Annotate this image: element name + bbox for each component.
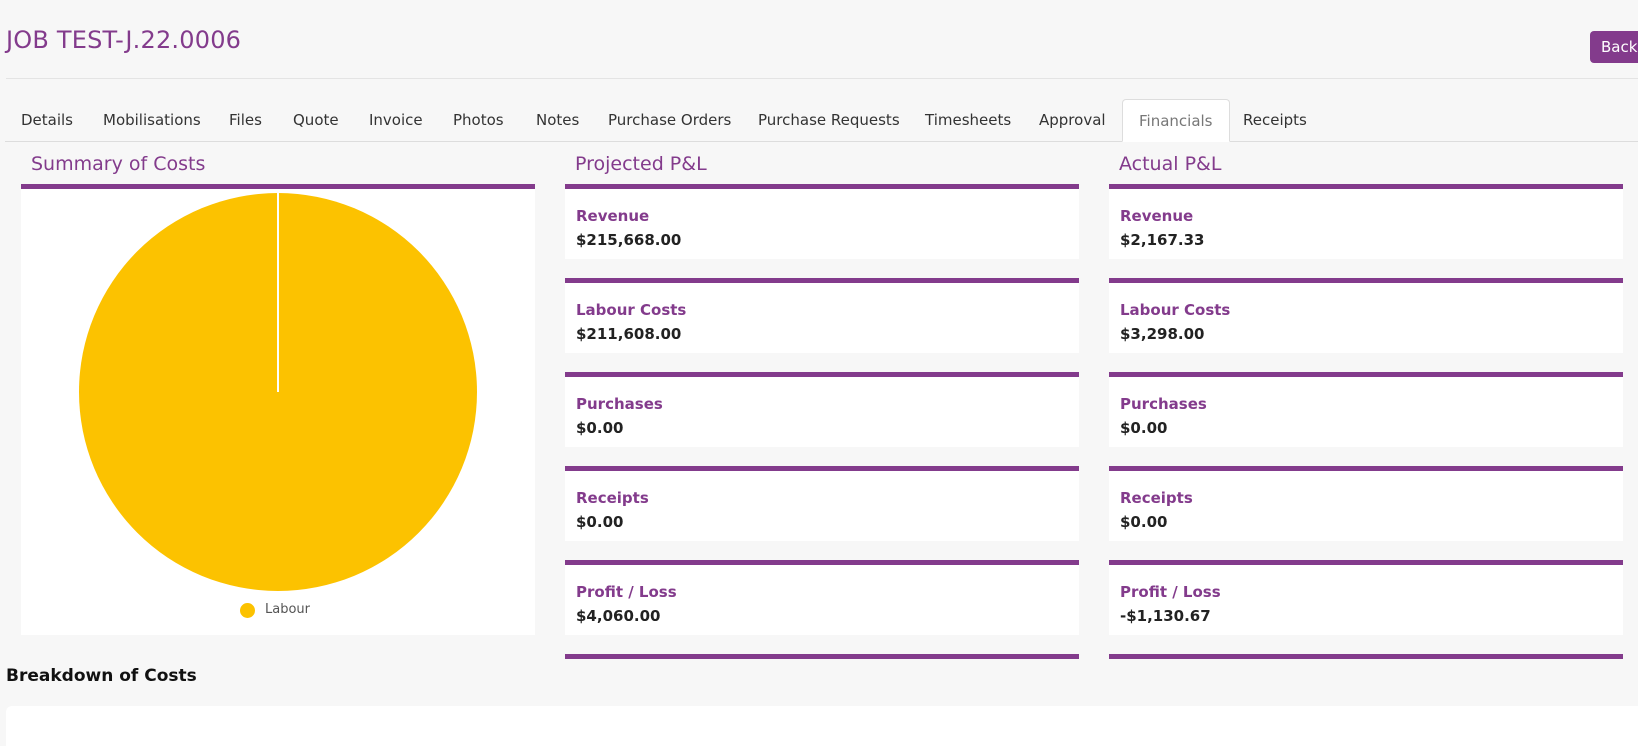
actual-card-purchases: Purchases $0.00	[1109, 377, 1623, 447]
card-value: $2,167.33	[1120, 231, 1205, 249]
projected-card-purchases: Purchases $0.00	[565, 377, 1079, 447]
actual-card-profit-loss: Profit / Loss -$1,130.67	[1109, 565, 1623, 635]
summary-chart-panel	[21, 189, 535, 635]
actual-card-receipts: Receipts $0.00	[1109, 471, 1623, 541]
tab-files[interactable]: Files	[229, 111, 262, 129]
card-label: Labour Costs	[576, 301, 687, 319]
actual-card-bar	[1109, 466, 1623, 471]
actual-card-labour-costs: Labour Costs $3,298.00	[1109, 283, 1623, 353]
card-label: Receipts	[576, 489, 649, 507]
actual-heading: Actual P&L	[1119, 153, 1222, 175]
card-label: Purchases	[576, 395, 663, 413]
projected-card-profit-loss: Profit / Loss $4,060.00	[565, 565, 1079, 635]
card-label: Revenue	[1120, 207, 1194, 225]
tab-bar: Details Mobilisations Files Quote Invoic…	[5, 99, 1638, 142]
card-label: Labour Costs	[1120, 301, 1231, 319]
card-label: Revenue	[576, 207, 650, 225]
actual-card-bar	[1109, 372, 1623, 377]
tab-details[interactable]: Details	[21, 111, 74, 129]
card-value: $0.00	[576, 513, 624, 531]
tab-approval[interactable]: Approval	[1039, 111, 1106, 129]
projected-card-labour-costs: Labour Costs $211,608.00	[565, 283, 1079, 353]
tab-mobilisations[interactable]: Mobilisations	[103, 111, 201, 129]
card-value: $211,608.00	[576, 325, 682, 343]
title-divider	[6, 78, 1638, 79]
card-label: Purchases	[1120, 395, 1207, 413]
legend-label-labour: Labour	[265, 602, 310, 617]
projected-bottom-bar	[565, 654, 1079, 659]
tab-financials[interactable]: Financials	[1122, 99, 1230, 142]
back-button[interactable]: Back	[1590, 31, 1638, 63]
projected-card-bar	[565, 466, 1079, 471]
card-value: $3,298.00	[1120, 325, 1205, 343]
actual-card-revenue: Revenue $2,167.33	[1109, 189, 1623, 259]
tab-invoice[interactable]: Invoice	[369, 111, 423, 129]
tab-quote[interactable]: Quote	[293, 111, 339, 129]
card-value: -$1,130.67	[1120, 607, 1211, 625]
summary-heading: Summary of Costs	[31, 153, 206, 175]
tab-notes[interactable]: Notes	[536, 111, 580, 129]
card-value: $0.00	[576, 419, 624, 437]
card-value: $0.00	[1120, 419, 1168, 437]
projected-card-bar	[565, 278, 1079, 283]
tab-photos[interactable]: Photos	[453, 111, 504, 129]
legend-swatch-labour	[240, 603, 255, 618]
card-label: Profit / Loss	[576, 583, 677, 601]
breakdown-panel	[6, 706, 1638, 746]
actual-card-bar	[1109, 184, 1623, 189]
page-title: JOB TEST-J.22.0006	[6, 26, 242, 54]
actual-card-bar	[1109, 560, 1623, 565]
actual-card-bar	[1109, 278, 1623, 283]
projected-card-revenue: Revenue $215,668.00	[565, 189, 1079, 259]
breakdown-heading: Breakdown of Costs	[6, 666, 197, 686]
tab-purchase-requests[interactable]: Purchase Requests	[758, 111, 900, 129]
tab-timesheets[interactable]: Timesheets	[925, 111, 1012, 129]
card-value: $0.00	[1120, 513, 1168, 531]
card-label: Receipts	[1120, 489, 1193, 507]
card-value: $4,060.00	[576, 607, 661, 625]
tab-receipts[interactable]: Receipts	[1243, 111, 1307, 129]
projected-card-bar	[565, 372, 1079, 377]
summary-accent-bar	[21, 184, 535, 189]
projected-card-bar	[565, 184, 1079, 189]
projected-heading: Projected P&L	[575, 153, 707, 175]
actual-bottom-bar	[1109, 654, 1623, 659]
card-value: $215,668.00	[576, 231, 682, 249]
tab-purchase-orders[interactable]: Purchase Orders	[608, 111, 732, 129]
card-label: Profit / Loss	[1120, 583, 1221, 601]
cost-pie-chart	[79, 193, 477, 591]
projected-card-bar	[565, 560, 1079, 565]
projected-card-receipts: Receipts $0.00	[565, 471, 1079, 541]
